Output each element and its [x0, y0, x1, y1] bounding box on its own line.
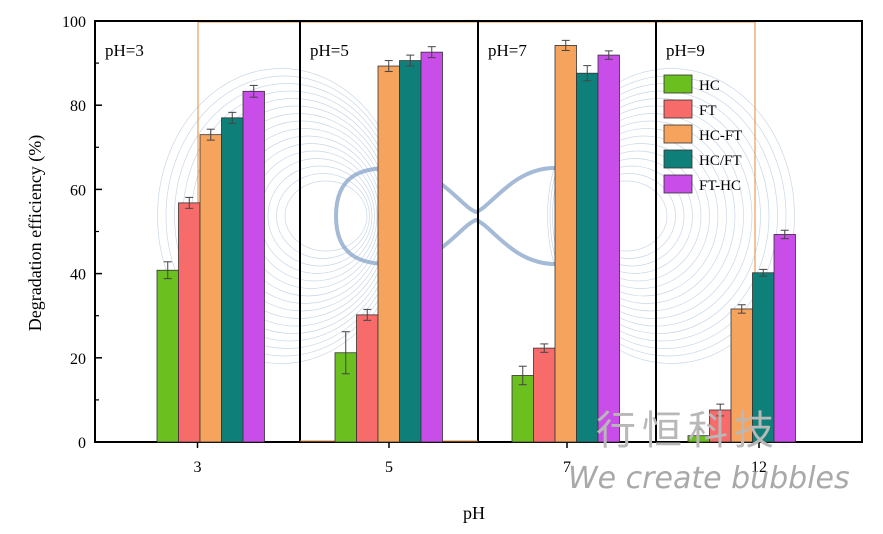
legend-swatch-ft-hc: [663, 174, 693, 194]
y-axis: 0 20 40 60 80 100: [62, 14, 102, 452]
bar-hc-ft-3: [221, 117, 244, 443]
panel-label-4: pH=9: [666, 41, 705, 60]
bar-hc-7: [511, 375, 534, 443]
bar-ft-hc-7: [597, 54, 620, 443]
x-axis-title: pH: [463, 503, 485, 523]
deco-ring-left: [284, 180, 368, 252]
deco-ring-left: [267, 165, 373, 267]
legend-label-ft: FT: [699, 103, 717, 119]
legend-swatch-hc: [663, 74, 693, 94]
legend-label-hc-ft: HC-FT: [699, 128, 742, 144]
bar-ft-5: [356, 314, 379, 443]
legend-swatch-ft: [663, 99, 693, 119]
panel-labels-group: pH=3 pH=5 pH=7 pH=9: [105, 41, 705, 60]
bar-hc-ft-5: [377, 65, 400, 443]
legend-label-hc-ft: HC/FT: [699, 153, 742, 169]
deco-ring-right: [547, 68, 795, 364]
panel-label-1: pH=3: [105, 41, 144, 60]
x-tick-label: 12: [751, 459, 767, 476]
legend-label-hc: HC: [699, 78, 720, 94]
watermark-english: We create bubbles: [568, 461, 850, 496]
bar-hc-ft-5: [399, 60, 422, 443]
x-axis: 3 5 7 12: [194, 442, 767, 476]
y-tick-label: 60: [70, 182, 86, 199]
panel-label-3: pH=7: [488, 41, 527, 60]
bar-ft-3: [178, 202, 201, 443]
x-tick-label: 3: [194, 459, 202, 476]
x-tick-label: 7: [563, 459, 571, 476]
y-axis-title: Degradation efficiency (%): [25, 135, 46, 332]
bar-ft-7: [533, 347, 556, 443]
watermark-chinese: 行恒科技: [596, 408, 780, 454]
bar-ft-hc-3: [242, 90, 265, 443]
y-tick-label: 40: [70, 267, 86, 284]
bar-hc-ft-7: [576, 72, 599, 443]
panel-label-2: pH=5: [310, 41, 349, 60]
legend-swatch-hc-ft: [663, 149, 693, 169]
y-tick-label: 80: [70, 98, 86, 115]
bar-ft-hc-5: [420, 51, 443, 443]
deco-ring-left: [276, 173, 370, 259]
error-bars-group: [163, 39, 789, 443]
bar-hc-3: [156, 269, 179, 443]
y-tick-label: 100: [62, 14, 86, 31]
legend-swatch-hc-ft: [663, 124, 693, 144]
legend: HC FT HC-FT HC/FT FT-HC: [663, 74, 742, 194]
x-tick-label: 5: [385, 459, 393, 476]
y-tick-label: 0: [78, 435, 86, 452]
legend-label-ft-hc: FT-HC: [699, 178, 741, 194]
deco-ring-left: [250, 150, 378, 282]
bar-hc-ft-3: [199, 134, 222, 443]
bars-group: [156, 45, 796, 443]
y-tick-label: 20: [70, 351, 86, 368]
bar-hc-ft-7: [554, 45, 577, 443]
